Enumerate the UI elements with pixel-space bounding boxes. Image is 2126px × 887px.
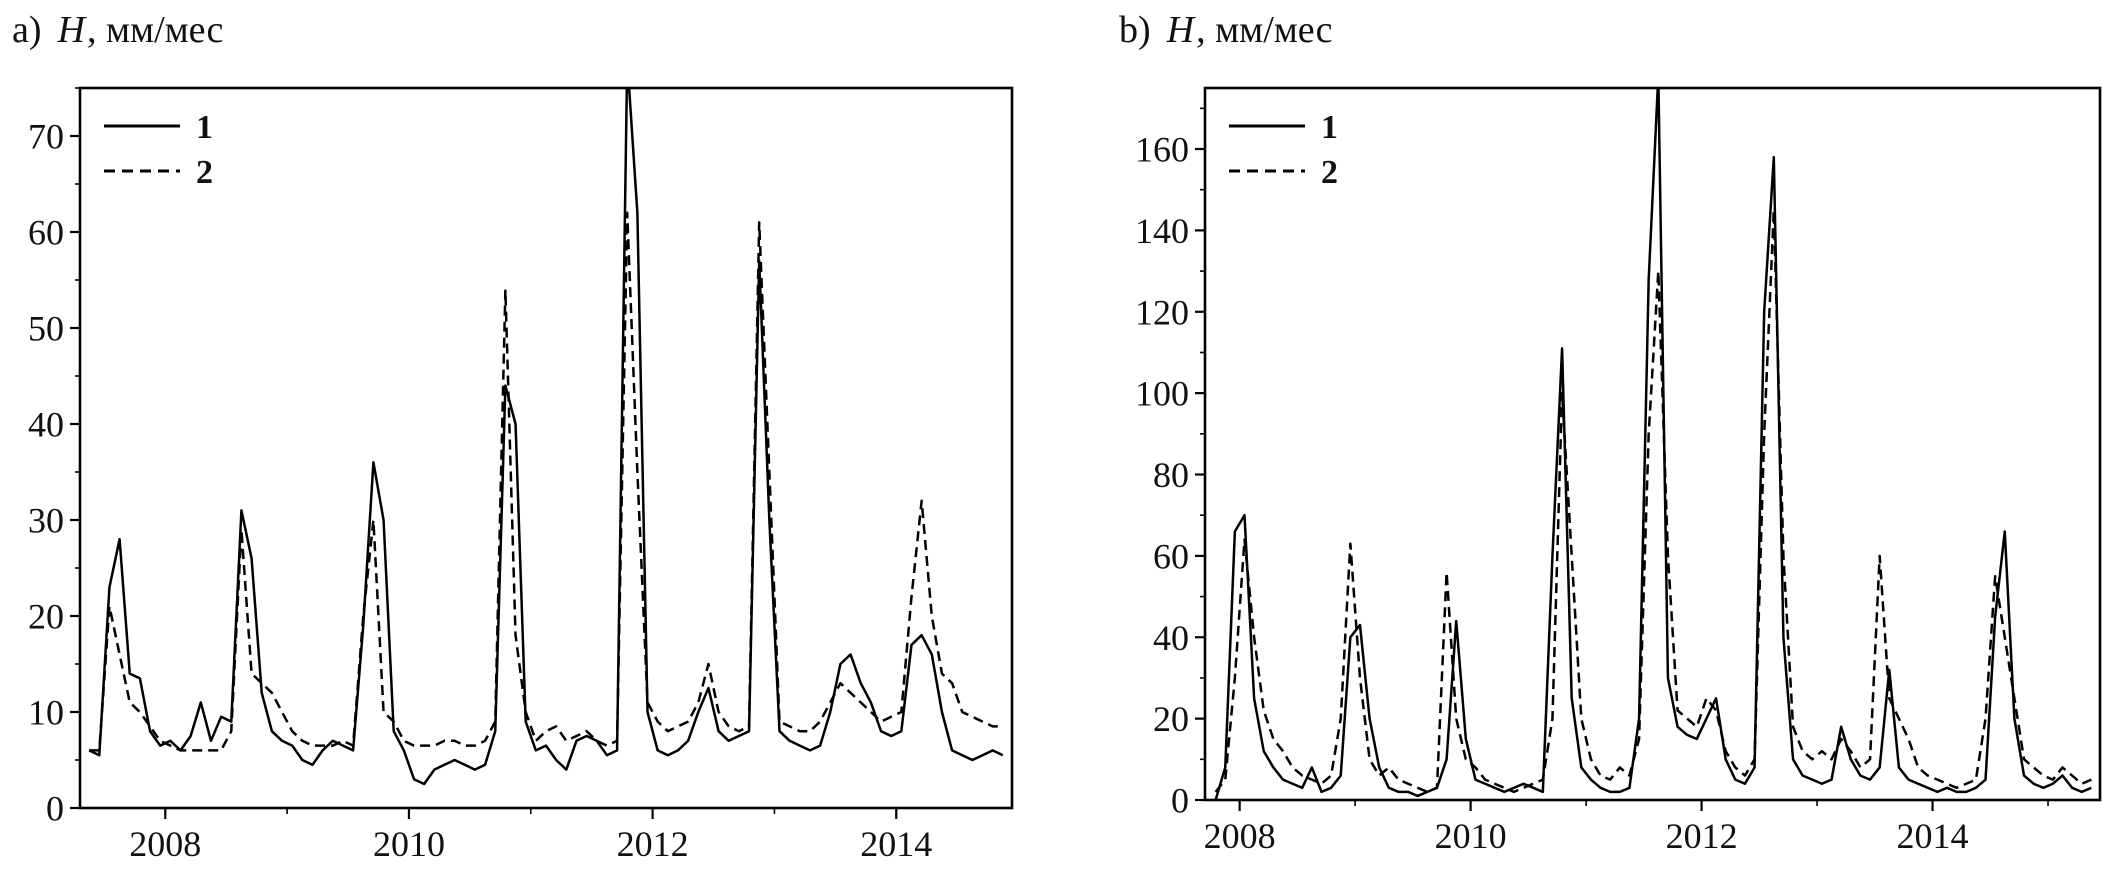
legend-label-2: 2	[1321, 154, 1338, 191]
y-tick-label: 80	[1153, 455, 1189, 495]
y-tick-label: 120	[1135, 292, 1189, 332]
series-group	[88, 88, 1004, 786]
x-tick-label: 2010	[373, 824, 445, 864]
legend-label-2: 2	[196, 154, 213, 191]
y-tick-label: 40	[28, 405, 64, 445]
series-group	[1214, 88, 2092, 800]
y-tick-label: 60	[28, 213, 64, 253]
y-tick-label: 100	[1135, 374, 1189, 414]
y-tick-label: 0	[46, 789, 64, 829]
x-tick-label: 2014	[860, 824, 932, 864]
plot-frame	[1203, 86, 2102, 802]
chart-a-canvas: 0 10 20 30 40 50 60 70 2008 2010 2012 2014 1 2	[28, 86, 1014, 864]
panel-a-title: a) H, мм/мес	[12, 8, 223, 52]
panel-a-units: , мм/мес	[86, 9, 224, 51]
x-tick-label: 2012	[617, 824, 689, 864]
y-tick-label: 20	[28, 597, 64, 637]
x-tick-label: 2012	[1666, 816, 1738, 856]
y-tick-label: 50	[28, 309, 64, 349]
panel-a-variable: H	[57, 9, 85, 51]
y-tick-label: 10	[28, 693, 64, 733]
x-tick-label: 2014	[1897, 816, 1969, 856]
y-tick-label: 70	[28, 117, 64, 157]
x-tick-label: 2008	[1204, 816, 1276, 856]
y-tick-label: 40	[1153, 618, 1189, 658]
x-tick-label: 2010	[1435, 816, 1507, 856]
series-line-1	[88, 88, 1004, 786]
legend-label-1: 1	[196, 109, 213, 146]
panel-b-title: b) H, мм/мес	[1119, 8, 1333, 52]
plot-frame	[78, 86, 1014, 810]
y-tick-label: 0	[1171, 781, 1189, 821]
chart-b-canvas: 0 20 40 60 80 100 120 140 160 2008 2010 2012 2014 1 2	[1135, 86, 2102, 856]
x-tick-label: 2008	[129, 824, 201, 864]
y-tick-label: 20	[1153, 699, 1189, 739]
panel-b-variable: H	[1166, 9, 1195, 51]
chart-panel-b: b) H, мм/мес 0 20 40 60 80 100 120 140 160 2008 201…	[1063, 0, 2126, 887]
panel-b-label: b)	[1119, 9, 1151, 51]
series-line-2	[1214, 208, 2092, 794]
legend-label-1: 1	[1321, 109, 1338, 146]
y-tick-label: 60	[1153, 536, 1189, 576]
chart-panel-a: a) H, мм/мес 0 10 20 30 40 50 60 70 2008 2010 2012 2…	[12, 8, 1014, 864]
y-tick-label: 30	[28, 501, 64, 541]
y-tick-label: 140	[1135, 211, 1189, 251]
series-line-1	[1214, 88, 2092, 800]
y-tick-label: 160	[1135, 130, 1189, 170]
panel-b-units: , мм/мес	[1196, 9, 1333, 51]
panel-a-label: a)	[12, 9, 42, 51]
series-line-2	[89, 211, 1003, 752]
